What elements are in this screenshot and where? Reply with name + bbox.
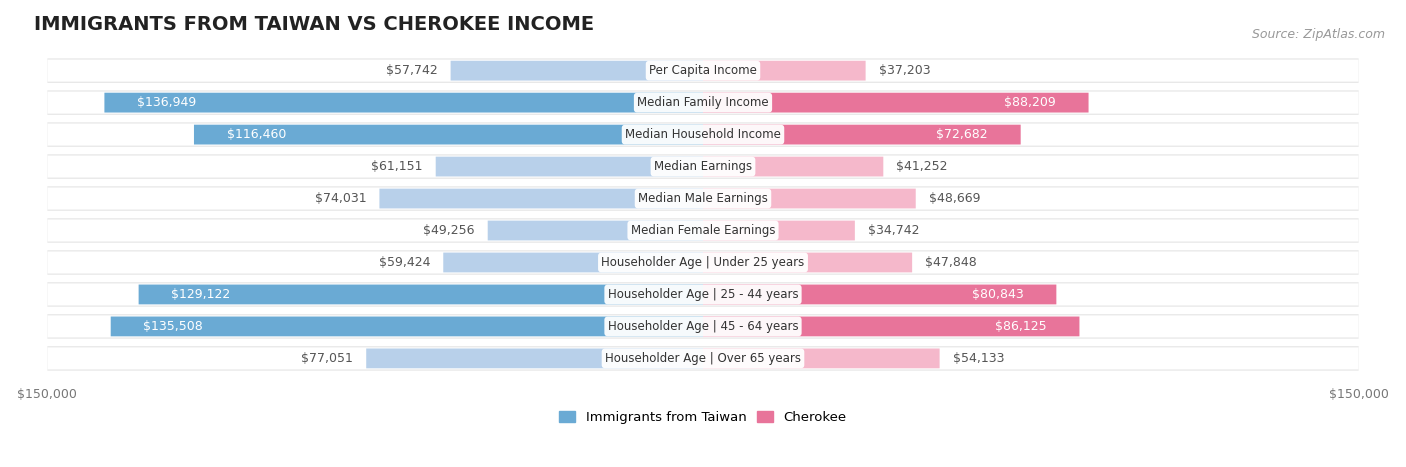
Text: IMMIGRANTS FROM TAIWAN VS CHEROKEE INCOME: IMMIGRANTS FROM TAIWAN VS CHEROKEE INCOM… xyxy=(34,15,595,34)
Text: $61,151: $61,151 xyxy=(371,160,423,173)
Text: $135,508: $135,508 xyxy=(143,320,204,333)
FancyBboxPatch shape xyxy=(104,93,703,113)
Text: $80,843: $80,843 xyxy=(972,288,1024,301)
FancyBboxPatch shape xyxy=(48,60,1358,82)
Text: Median Female Earnings: Median Female Earnings xyxy=(631,224,775,237)
Text: $129,122: $129,122 xyxy=(172,288,231,301)
Text: Median Household Income: Median Household Income xyxy=(626,128,780,141)
Text: Median Male Earnings: Median Male Earnings xyxy=(638,192,768,205)
Text: Householder Age | 25 - 44 years: Householder Age | 25 - 44 years xyxy=(607,288,799,301)
FancyBboxPatch shape xyxy=(443,253,703,272)
FancyBboxPatch shape xyxy=(48,282,1358,307)
FancyBboxPatch shape xyxy=(48,154,1358,179)
FancyBboxPatch shape xyxy=(380,189,703,208)
FancyBboxPatch shape xyxy=(450,61,703,81)
Text: $74,031: $74,031 xyxy=(315,192,367,205)
FancyBboxPatch shape xyxy=(194,125,703,144)
Text: $47,848: $47,848 xyxy=(925,256,977,269)
FancyBboxPatch shape xyxy=(703,93,1088,113)
FancyBboxPatch shape xyxy=(48,122,1358,147)
Text: $77,051: $77,051 xyxy=(301,352,353,365)
FancyBboxPatch shape xyxy=(703,156,883,177)
Legend: Immigrants from Taiwan, Cherokee: Immigrants from Taiwan, Cherokee xyxy=(554,406,852,430)
FancyBboxPatch shape xyxy=(703,317,1080,336)
FancyBboxPatch shape xyxy=(48,283,1358,305)
FancyBboxPatch shape xyxy=(48,219,1358,241)
FancyBboxPatch shape xyxy=(488,220,703,241)
Text: $37,203: $37,203 xyxy=(879,64,931,77)
FancyBboxPatch shape xyxy=(48,156,1358,177)
Text: Householder Age | 45 - 64 years: Householder Age | 45 - 64 years xyxy=(607,320,799,333)
Text: $116,460: $116,460 xyxy=(226,128,287,141)
Text: $86,125: $86,125 xyxy=(995,320,1046,333)
Text: Median Family Income: Median Family Income xyxy=(637,96,769,109)
FancyBboxPatch shape xyxy=(703,253,912,272)
Text: $88,209: $88,209 xyxy=(1004,96,1056,109)
FancyBboxPatch shape xyxy=(48,252,1358,274)
FancyBboxPatch shape xyxy=(48,188,1358,210)
FancyBboxPatch shape xyxy=(703,61,866,81)
FancyBboxPatch shape xyxy=(703,284,1056,304)
Text: $72,682: $72,682 xyxy=(936,128,988,141)
FancyBboxPatch shape xyxy=(48,218,1358,243)
FancyBboxPatch shape xyxy=(703,125,1021,144)
Text: $136,949: $136,949 xyxy=(138,96,197,109)
Text: $49,256: $49,256 xyxy=(423,224,475,237)
FancyBboxPatch shape xyxy=(48,58,1358,83)
FancyBboxPatch shape xyxy=(48,92,1358,113)
Text: $34,742: $34,742 xyxy=(868,224,920,237)
FancyBboxPatch shape xyxy=(111,317,703,336)
FancyBboxPatch shape xyxy=(48,314,1358,339)
Text: $41,252: $41,252 xyxy=(897,160,948,173)
FancyBboxPatch shape xyxy=(366,348,703,368)
Text: Median Earnings: Median Earnings xyxy=(654,160,752,173)
Text: $57,742: $57,742 xyxy=(385,64,437,77)
Text: Per Capita Income: Per Capita Income xyxy=(650,64,756,77)
FancyBboxPatch shape xyxy=(48,347,1358,369)
Text: Householder Age | Over 65 years: Householder Age | Over 65 years xyxy=(605,352,801,365)
FancyBboxPatch shape xyxy=(436,156,703,177)
FancyBboxPatch shape xyxy=(703,348,939,368)
FancyBboxPatch shape xyxy=(48,315,1358,338)
FancyBboxPatch shape xyxy=(48,186,1358,211)
FancyBboxPatch shape xyxy=(48,124,1358,146)
FancyBboxPatch shape xyxy=(703,220,855,241)
FancyBboxPatch shape xyxy=(48,346,1358,371)
Text: $48,669: $48,669 xyxy=(929,192,980,205)
FancyBboxPatch shape xyxy=(48,250,1358,275)
FancyBboxPatch shape xyxy=(703,189,915,208)
FancyBboxPatch shape xyxy=(48,90,1358,115)
Text: $59,424: $59,424 xyxy=(378,256,430,269)
Text: Householder Age | Under 25 years: Householder Age | Under 25 years xyxy=(602,256,804,269)
Text: Source: ZipAtlas.com: Source: ZipAtlas.com xyxy=(1251,28,1385,41)
Text: $54,133: $54,133 xyxy=(953,352,1004,365)
FancyBboxPatch shape xyxy=(139,284,703,304)
